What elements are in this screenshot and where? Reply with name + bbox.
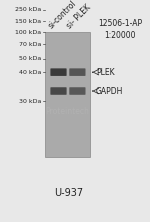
Text: PLEK: PLEK bbox=[96, 68, 115, 77]
Text: 40 kDa: 40 kDa bbox=[19, 70, 41, 75]
FancyBboxPatch shape bbox=[50, 68, 67, 76]
Text: 12506-1-AP
1:20000: 12506-1-AP 1:20000 bbox=[98, 19, 142, 40]
FancyBboxPatch shape bbox=[50, 87, 67, 95]
Text: si- PLEK: si- PLEK bbox=[65, 2, 92, 30]
Text: 100 kDa: 100 kDa bbox=[15, 30, 41, 35]
Text: 150 kDa: 150 kDa bbox=[15, 19, 41, 24]
FancyBboxPatch shape bbox=[69, 87, 85, 95]
FancyBboxPatch shape bbox=[69, 68, 85, 76]
Text: 250 kDa: 250 kDa bbox=[15, 8, 41, 12]
Bar bbox=[45, 32, 90, 157]
Text: Proteintech: Proteintech bbox=[45, 107, 89, 115]
Text: U-937: U-937 bbox=[54, 188, 84, 198]
Text: 30 kDa: 30 kDa bbox=[19, 99, 41, 103]
Text: GAPDH: GAPDH bbox=[96, 87, 123, 95]
Text: si-control: si-control bbox=[47, 0, 79, 30]
Text: 70 kDa: 70 kDa bbox=[19, 42, 41, 47]
Text: 50 kDa: 50 kDa bbox=[19, 56, 41, 61]
